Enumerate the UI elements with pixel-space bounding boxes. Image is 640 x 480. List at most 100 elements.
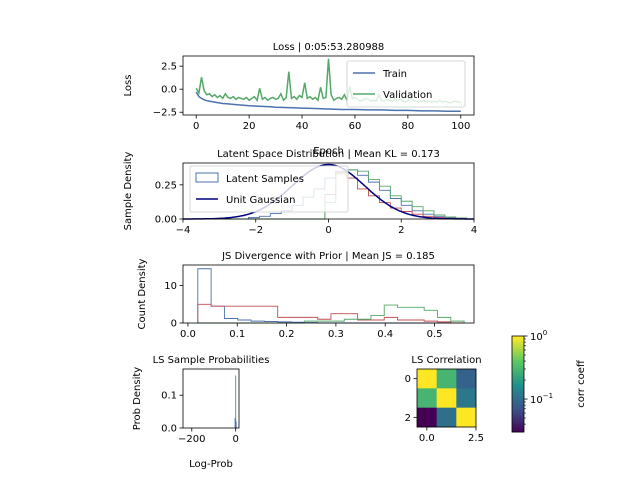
series-line (195, 91, 461, 113)
axes-frame (182, 368, 240, 429)
ls-sample-prob-subplot: −200 0 0.0 0.1 LS Sample Probabilities Prob D… (132, 355, 269, 470)
colorbar-segment (512, 376, 524, 379)
y-tick-label: 2.5 (161, 62, 177, 73)
colorbar-segment (512, 350, 524, 353)
js-divergence-subplot: 0.0 0.1 0.2 0.3 0.4 0.5 0 10 JS Divergence with … (137, 251, 475, 340)
x-tick-label: 2 (398, 225, 404, 236)
x-axis-label: Epoch (313, 146, 344, 157)
colorbar-segment (512, 428, 524, 431)
x-tick-label: −200 (178, 434, 205, 445)
y-tick-label: 10 (164, 281, 177, 292)
subplot-title: Latent Space Distribution | Mean KL = 0.… (217, 149, 440, 160)
colorbar-segment (512, 416, 524, 419)
colorbar-segment (512, 390, 524, 393)
heatmap-cell (417, 407, 437, 428)
heatmap-cell (436, 369, 457, 389)
subplot-title: Loss | 0:05:53.280988 (273, 42, 385, 53)
colorbar-segment (512, 402, 524, 405)
colorbar-segment (512, 426, 524, 429)
colorbar-segment (512, 372, 524, 375)
colorbar-segment (512, 420, 524, 423)
heatmap-cell (456, 388, 477, 408)
y-axis-label: Count Density (137, 258, 148, 329)
colorbar-segment (512, 374, 524, 377)
colorbar-segment (512, 344, 524, 347)
colorbar-segment (512, 356, 524, 359)
legend-box (346, 60, 466, 108)
heatmap-cell (456, 369, 477, 389)
subplot-title: LS Correlation (411, 355, 481, 366)
colorbar-segment (512, 352, 524, 355)
heatmap-cell (436, 407, 457, 428)
legend-box (189, 165, 349, 213)
axes-frame (182, 55, 475, 116)
colorbar-segment (512, 418, 524, 421)
unit-gaussian-curve (183, 163, 474, 220)
y-tick-label: 0.00 (155, 215, 177, 226)
colorbar-segment (512, 382, 524, 385)
axes-frame (182, 264, 475, 324)
legend-label: Validation (383, 90, 432, 101)
colorbar-label: corr coeff (576, 359, 587, 408)
colorbar-segment (512, 424, 524, 427)
colorbar-segment (512, 410, 524, 413)
colorbar-segment (512, 358, 524, 361)
colorbar-segment (512, 354, 524, 357)
colorbar-segment (512, 384, 524, 387)
colorbar-segment (512, 362, 524, 365)
colorbar-segment (512, 368, 524, 371)
histogram-step (197, 303, 465, 324)
y-tick-label: 0.0 (161, 424, 177, 435)
colorbar-segment (512, 364, 524, 367)
x-tick-label: 0.0 (419, 433, 435, 444)
legend-swatch (195, 172, 219, 183)
x-tick-label: 0.1 (229, 329, 245, 340)
histogram-bar (234, 418, 236, 428)
colorbar-segment (512, 370, 524, 373)
colorbar: 100 10−1 corr coeff (511, 329, 587, 433)
colorbar-segment (512, 392, 524, 395)
histogram-bar (235, 375, 237, 428)
colorbar-segment (512, 412, 524, 415)
colorbar-segment (512, 404, 524, 407)
y-axis-label: Prob Density (132, 367, 143, 430)
y-axis-label: Loss (123, 75, 134, 97)
colorbar-segment (512, 346, 524, 349)
heatmap-cell (436, 388, 457, 408)
colorbar-tick-label: 10−1 (530, 392, 553, 406)
x-tick-label: 0.3 (328, 329, 344, 340)
x-tick-label: 0.0 (180, 329, 196, 340)
colorbar-segment (512, 348, 524, 351)
colorbar-segment (512, 408, 524, 411)
axes-frame (182, 162, 475, 220)
colorbar-segment (512, 336, 524, 339)
colorbar-segment (512, 422, 524, 425)
x-tick-label: 20 (243, 121, 256, 132)
y-tick-label: −2.5 (153, 108, 177, 119)
y-axis-label: Sample Density (123, 152, 134, 231)
y-tick-label: 0.25 (155, 180, 177, 191)
colorbar-segment (512, 414, 524, 417)
y-tick-label: 0 (405, 374, 411, 385)
x-tick-label: −2 (248, 225, 263, 236)
x-tick-label: 60 (349, 121, 362, 132)
x-tick-label: −4 (176, 225, 191, 236)
loss-subplot: 0 20 40 60 80 100 −2.5 0.0 2.5 Loss | 0:05:53.280… (123, 42, 475, 157)
colorbar-segment (512, 398, 524, 401)
heatmap-cell (456, 407, 477, 428)
x-tick-label: 0 (325, 225, 331, 236)
x-tick-label: 0 (193, 121, 199, 132)
legend-label: Latent Samples (226, 174, 304, 185)
axes-frame (416, 368, 477, 428)
colorbar-segment (512, 366, 524, 369)
ls-correlation-subplot: 0.0 2.5 0 2 LS Correlation (405, 355, 484, 444)
x-tick-label: 0 (233, 434, 239, 445)
y-tick-label: 2 (405, 413, 411, 424)
subplot-title: LS Sample Probabilities (153, 355, 270, 366)
colorbar-segment (512, 388, 524, 391)
latent-distribution-subplot: −4 −2 0 2 4 0.00 0.25 Latent Space Distribution… (123, 149, 477, 236)
colorbar-segment (512, 400, 524, 403)
colorbar-tick-label: 100 (530, 329, 547, 343)
y-tick-label: 0.1 (161, 391, 177, 402)
legend-label: Unit Gaussian (226, 195, 295, 206)
